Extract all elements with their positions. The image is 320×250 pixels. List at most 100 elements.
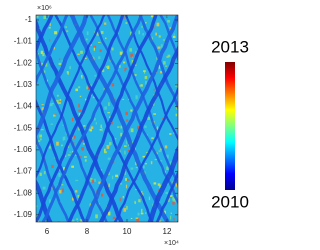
raster-speck [86,39,87,41]
raster-speck [61,145,63,147]
y-tick-label: -1.01 [14,37,33,46]
raster-speck [42,53,44,56]
raster-speck [145,163,147,164]
y-multiplier: ×10⁶ [37,5,52,12]
raster-speck [53,115,56,117]
raster-speck [169,133,171,135]
raster-speck [51,124,53,125]
raster-speck [81,147,84,150]
raster-speck [99,49,101,52]
raster-speck [74,136,76,139]
raster-speck [109,183,110,187]
raster-speck [120,126,122,129]
y-tick-label: -1 [25,15,33,24]
raster-speck [112,83,115,86]
raster-speck [69,66,71,69]
raster-speck [124,145,127,147]
raster-speck [117,126,119,127]
raster-speck [106,66,108,68]
raster-speck [145,76,148,79]
raster-speck [85,159,87,161]
raster-speck [59,58,60,60]
raster-speck [72,220,75,222]
raster-speck [153,89,154,91]
raster-speck [43,187,46,190]
raster-speck [120,183,121,184]
raster-speck [134,202,136,204]
raster-speck [123,62,125,64]
raster-speck [143,165,145,168]
raster-speck [149,197,150,200]
raster-speck [78,104,80,108]
raster-speck [111,48,113,51]
raster-speck [72,118,73,121]
raster-speck [43,15,46,19]
raster-speck [102,128,104,132]
raster-speck [131,168,134,170]
raster-speck [173,218,174,221]
raster-speck [141,209,142,213]
raster-speck [40,173,42,176]
raster-speck [154,182,157,184]
raster-speck [174,34,175,36]
raster-speck [50,23,51,26]
raster-speck [142,33,144,35]
raster-speck [58,102,60,104]
raster-speck [144,126,146,128]
raster-speck [56,142,59,146]
raster-speck [94,75,96,76]
raster-speck [124,151,125,155]
raster-speck [78,86,80,88]
raster-speck [163,61,166,64]
raster-speck [132,57,133,58]
x-tick-label: 8 [85,227,90,236]
raster-speck [126,185,127,189]
y-tick-label: -1.03 [14,80,33,89]
raster-speck [58,173,60,177]
raster-speck [151,137,154,138]
raster-speck [167,20,170,22]
raster-speck [125,68,127,70]
raster-speck [122,99,124,100]
raster-speck [112,176,113,179]
raster-speck [104,151,107,153]
raster-speck [59,63,62,65]
raster-speck [136,167,138,168]
raster-speck [157,47,160,49]
raster-speck [59,190,61,193]
raster-speck [50,103,53,106]
raster-speck [98,56,100,59]
raster-speck [151,15,153,17]
raster-speck [125,112,128,115]
raster-speck [147,117,150,120]
y-tick-label: -1.06 [14,145,33,154]
raster-speck [104,23,106,25]
raster-speck [101,194,103,197]
raster-speck [78,110,81,112]
raster-speck [120,198,121,201]
raster-speck [37,16,39,17]
raster-speck [60,99,62,101]
x-tick-label: 12 [163,227,172,236]
raster-speck [54,31,57,34]
raster-speck [49,39,50,42]
raster-speck [105,38,106,39]
raster-speck [68,154,71,156]
raster-speck [98,42,101,43]
raster-speck [176,114,178,117]
raster-speck [44,171,46,174]
raster-speck [67,71,69,73]
x-tick-label: 10 [123,227,132,236]
raster-speck [39,135,42,138]
raster-speck [96,122,97,124]
y-tick-label: -1.09 [14,210,33,219]
raster-speck [127,179,130,181]
raster-speck [78,195,80,198]
raster-speck [69,152,71,153]
raster-speck [104,106,107,109]
raster-speck [130,110,132,112]
raster-speck [57,95,59,97]
raster-speck [113,217,116,219]
raster-speck [41,129,44,130]
raster-speck [49,146,51,148]
